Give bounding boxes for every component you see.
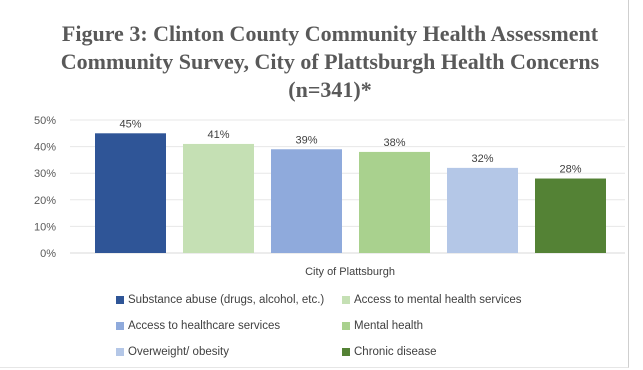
- y-axis: 0% 10% 20% 30% 40% 50%: [34, 115, 56, 260]
- bars: [95, 133, 606, 253]
- legend-swatch: [342, 296, 350, 304]
- data-label: 39%: [295, 134, 317, 146]
- legend-swatch: [342, 322, 350, 330]
- legend-label: Overweight/ obesity: [128, 346, 229, 358]
- legend-swatch: [116, 348, 124, 356]
- y-tick-label: 10%: [34, 221, 56, 233]
- legend-label: Access to healthcare services: [128, 320, 281, 332]
- legend-swatch: [116, 322, 124, 330]
- bar: [271, 149, 342, 253]
- legend-label: Substance abuse (drugs, alcohol, etc.): [128, 294, 325, 306]
- data-label: 28%: [559, 164, 581, 176]
- data-label: 45%: [119, 118, 141, 130]
- data-label: 32%: [471, 153, 493, 165]
- data-label: 38%: [383, 137, 405, 149]
- bar: [535, 178, 606, 253]
- legend-item: Overweight/ obesity: [116, 344, 342, 360]
- y-tick-label: 30%: [34, 168, 56, 180]
- legend-item: Chronic disease: [342, 344, 612, 360]
- bar: [95, 133, 166, 253]
- y-tick-label: 50%: [34, 115, 56, 127]
- category-label: City of Plattsburgh: [305, 266, 395, 278]
- legend-item: Substance abuse (drugs, alcohol, etc.): [116, 292, 342, 308]
- y-tick-label: 20%: [34, 195, 56, 207]
- data-labels: 45% 41% 39% 38% 32% 28%: [119, 118, 581, 175]
- legend-swatch: [342, 348, 350, 356]
- legend-label: Chronic disease: [354, 346, 437, 358]
- legend-label: Access to mental health services: [354, 294, 522, 306]
- chart-frame: [0, 0, 629, 368]
- bar-chart: 0% 10% 20% 30% 40% 50% 45% 41% 39% 38% 32% 28% Cit…: [34, 115, 625, 278]
- legend-item: Mental health: [342, 318, 612, 334]
- data-label: 41%: [207, 129, 229, 141]
- chart-title: Figure 3: Clinton County Community Healt…: [60, 21, 600, 102]
- y-tick-label: 0%: [40, 248, 56, 260]
- legend-swatch: [116, 296, 124, 304]
- legend-item: Access to mental health services: [342, 292, 612, 308]
- y-tick-label: 40%: [34, 142, 56, 154]
- legend-label: Mental health: [354, 320, 424, 332]
- bar: [183, 143, 254, 253]
- legend: Substance abuse (drugs, alcohol, etc.) Ac…: [116, 292, 616, 360]
- legend-item: Access to healthcare services: [116, 318, 342, 334]
- bar: [359, 151, 430, 253]
- bar: [447, 167, 518, 253]
